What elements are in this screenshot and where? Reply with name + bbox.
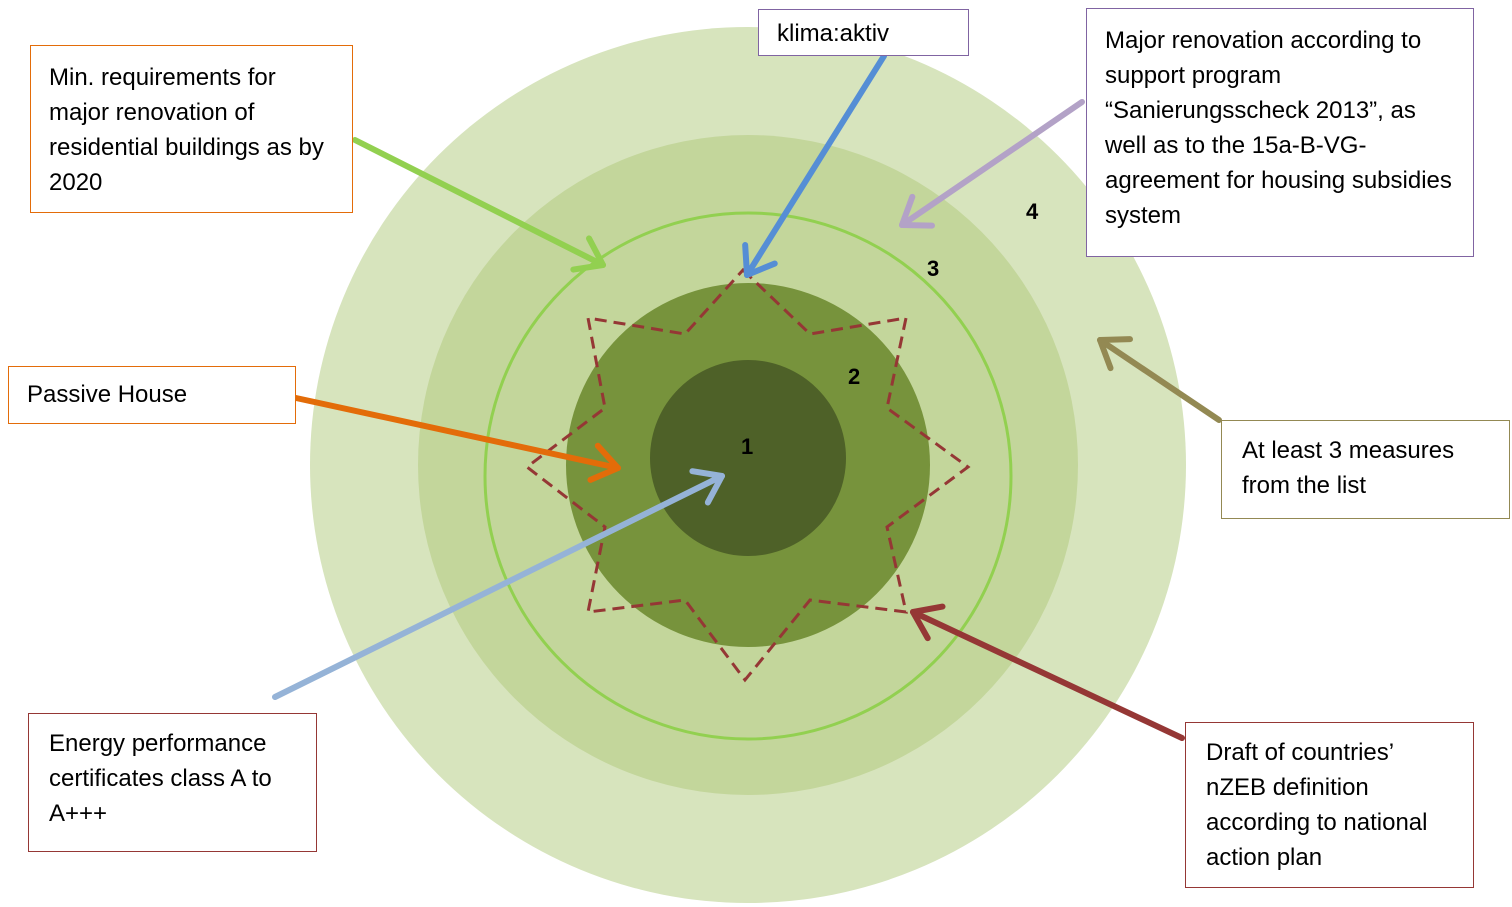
min-requirements-text: Min. requirements for major renovation o… [49, 64, 324, 196]
at-least-3-measures-box: At least 3 measures from the list [1221, 420, 1510, 519]
ring-4-label: 4 [1026, 199, 1039, 224]
min-requirements-box: Min. requirements for major renovation o… [30, 45, 353, 213]
klima-aktiv-arrow [742, 53, 887, 278]
passive-house-box: Passive House [8, 366, 296, 424]
draft-nzeb-box: Draft of countries’ nZEB definition acco… [1185, 722, 1474, 888]
ring-1-zone [650, 360, 846, 556]
major-renovation-box: Major renovation according to support pr… [1086, 8, 1474, 257]
draft-nzeb-arrow [910, 603, 1185, 741]
energy-performance-box: Energy performance certificates class A … [28, 713, 317, 852]
at-least-3-measures-text: At least 3 measures from the list [1242, 437, 1455, 499]
min-requirements-circle [483, 211, 1013, 741]
passive-house-text: Passive House [27, 381, 188, 408]
klima-aktiv-text: klima:aktiv [777, 20, 890, 47]
ring-2-label: 2 [848, 364, 861, 389]
min-requirements-arrow [352, 137, 606, 273]
major-renovation-arrow [899, 99, 1085, 229]
arrows-layer [272, 53, 1222, 741]
at-least-3-measures-arrow [1097, 336, 1222, 423]
energy-performance-text: Energy performance certificates class A … [49, 730, 272, 827]
nzeb-definition-star [524, 267, 971, 683]
klima-aktiv-box: klima:aktiv [758, 9, 969, 56]
ring-3-label: 3 [927, 256, 940, 281]
ring-1-label: 1 [741, 434, 754, 459]
passive-house-arrow [293, 395, 621, 483]
energy-performance-arrow [272, 468, 725, 700]
draft-nzeb-text: Draft of countries’ nZEB definition acco… [1206, 739, 1428, 871]
major-renovation-text: Major renovation according to support pr… [1105, 27, 1452, 229]
